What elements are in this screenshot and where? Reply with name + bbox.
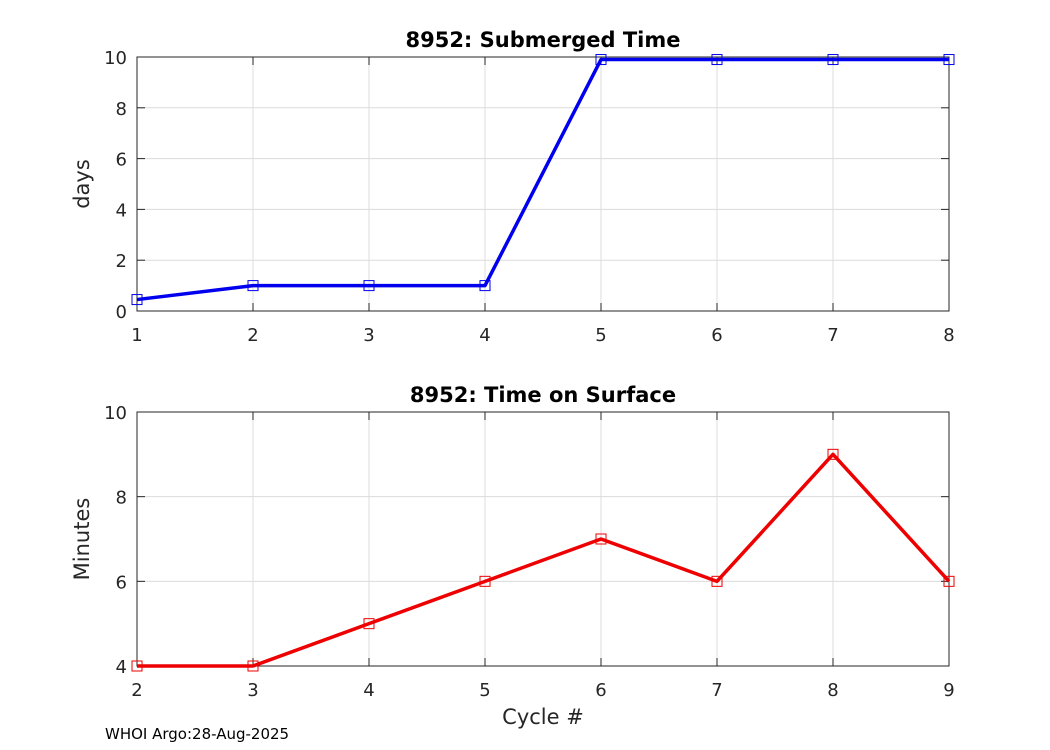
- y-tick-label: 0: [116, 302, 127, 323]
- series-line: [136, 57, 949, 302]
- chart-title: 8952: Time on Surface: [410, 383, 676, 407]
- x-tick-label: 3: [363, 325, 374, 346]
- x-axis-label: Cycle #: [502, 705, 584, 729]
- y-axis-label: Minutes: [70, 498, 94, 581]
- data-point-marker: [595, 533, 607, 545]
- x-tick-label: 6: [711, 325, 722, 346]
- x-tick-label: 8: [943, 325, 954, 346]
- data-point-marker: [131, 294, 143, 306]
- x-tick-label: 4: [479, 325, 490, 346]
- y-tick-label: 4: [116, 200, 127, 221]
- plot-area: [137, 412, 949, 666]
- data-point-marker: [479, 280, 491, 292]
- data-point-marker: [711, 575, 723, 587]
- submerged-time-chart: 1 2 3 4 5 6 7 8 0 2 4 6 8 10 8952: Submerged Time days: [70, 28, 955, 346]
- y-tick-label: 2: [116, 251, 127, 272]
- x-tick-label: 5: [595, 325, 606, 346]
- data-point-marker: [711, 54, 723, 66]
- data-point-marker: [943, 54, 955, 66]
- x-tick-label: 7: [827, 325, 838, 346]
- data-point-marker: [363, 280, 375, 292]
- y-tick-label: 8: [116, 99, 127, 120]
- series-line: [137, 452, 951, 668]
- x-tick-label: 8: [827, 680, 838, 701]
- axes-frame: [136, 56, 950, 312]
- y-axis-label: days: [70, 159, 94, 209]
- x-tick-label: 7: [711, 680, 722, 701]
- y-tick-label: 10: [104, 48, 127, 69]
- data-point-marker: [479, 575, 491, 587]
- data-point-marker: [943, 575, 955, 587]
- axes-frame: [136, 411, 950, 667]
- data-point-marker: [247, 660, 259, 672]
- data-point-marker: [827, 54, 839, 66]
- x-tick-label: 6: [595, 680, 606, 701]
- data-point-marker: [131, 660, 143, 672]
- x-tick-label: 4: [363, 680, 374, 701]
- y-tick-label: 8: [116, 488, 127, 509]
- x-tick-label: 3: [247, 680, 258, 701]
- x-tick-label: 9: [943, 680, 954, 701]
- footer-credit: WHOI Argo:28-Aug-2025: [105, 725, 290, 743]
- x-tick-label: 2: [131, 680, 142, 701]
- plot-area: [137, 57, 949, 311]
- data-point-marker: [595, 54, 607, 66]
- y-tick-label: 6: [116, 150, 127, 171]
- y-tick-label: 10: [104, 403, 127, 424]
- data-point-marker: [363, 618, 375, 630]
- data-point-marker: [247, 280, 259, 292]
- y-tick-label: 6: [116, 572, 127, 593]
- x-tick-label: 1: [131, 325, 142, 346]
- surface-time-chart: 2 3 4 5 6 7 8 9 4 6 8 10 8952: Time on Surface Minute…: [70, 383, 955, 729]
- x-tick-label: 2: [247, 325, 258, 346]
- chart-title: 8952: Submerged Time: [405, 28, 680, 52]
- x-tick-label: 5: [479, 680, 490, 701]
- y-tick-label: 4: [116, 657, 127, 678]
- data-point-marker: [827, 448, 839, 460]
